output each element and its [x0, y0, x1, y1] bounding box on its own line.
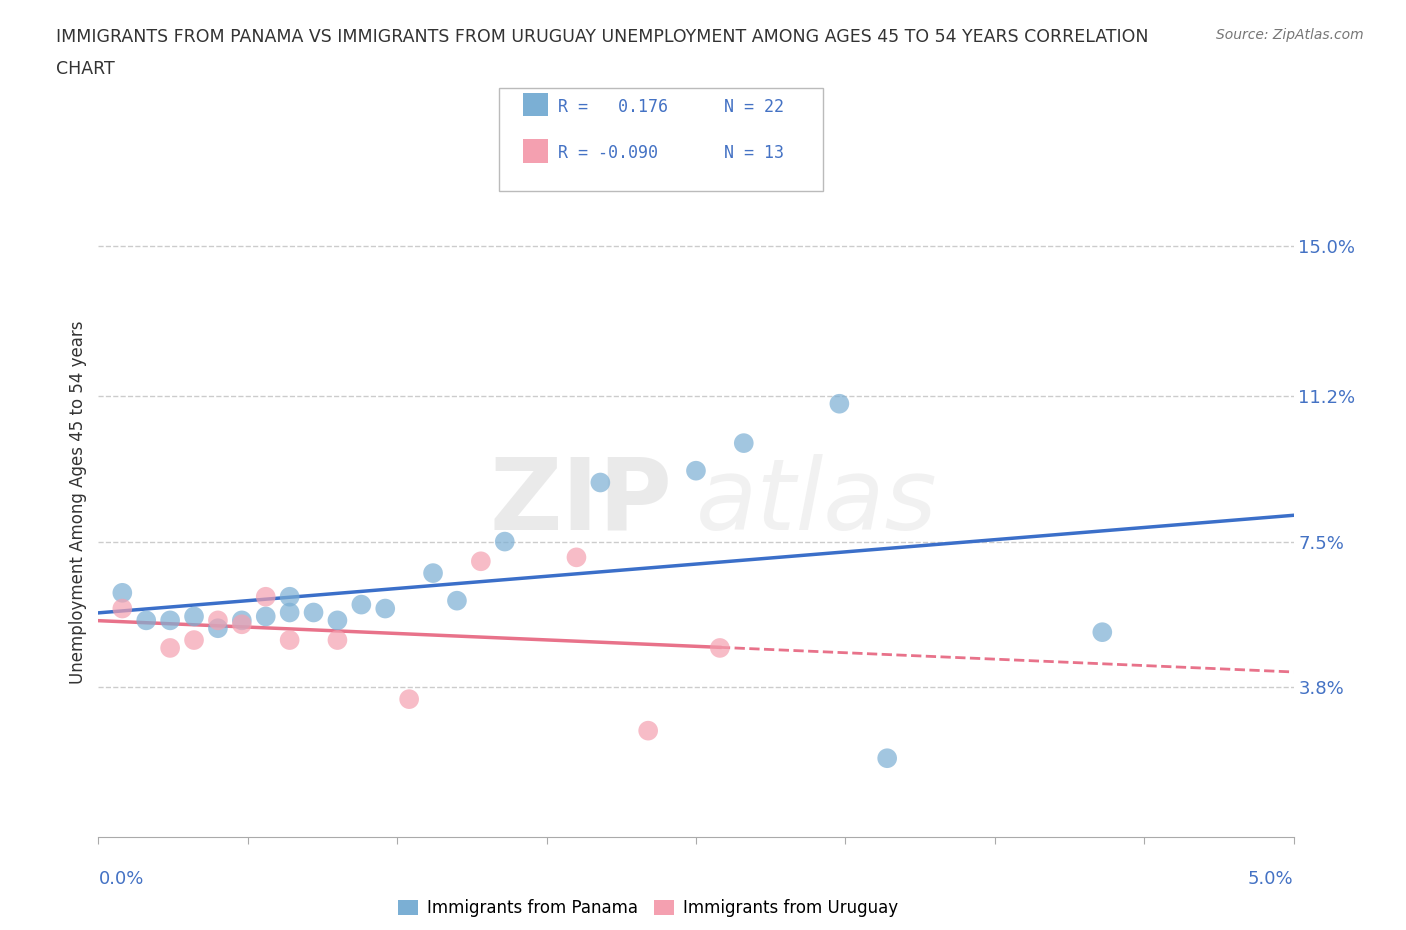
Point: [254, 590, 277, 604]
Point: [159, 613, 181, 628]
Point: [876, 751, 898, 765]
Text: N = 13: N = 13: [724, 144, 785, 163]
Point: [565, 550, 588, 565]
Point: [828, 396, 851, 411]
Text: 5.0%: 5.0%: [1249, 870, 1294, 887]
Point: [111, 585, 134, 600]
Text: atlas: atlas: [696, 454, 938, 551]
Point: [374, 601, 396, 616]
Point: [254, 609, 277, 624]
Point: [231, 613, 253, 628]
Point: [326, 632, 349, 647]
Text: N = 22: N = 22: [724, 98, 785, 116]
Point: [207, 621, 229, 636]
Point: [302, 605, 325, 620]
Text: R =   0.176: R = 0.176: [558, 98, 668, 116]
Point: [111, 601, 134, 616]
Point: [709, 641, 731, 656]
Point: [398, 692, 420, 707]
Point: [207, 613, 229, 628]
Text: 0.0%: 0.0%: [98, 870, 143, 887]
Point: [637, 724, 659, 738]
Text: Source: ZipAtlas.com: Source: ZipAtlas.com: [1216, 28, 1364, 42]
Point: [231, 617, 253, 631]
Point: [183, 609, 205, 624]
Point: [470, 554, 492, 569]
Text: R = -0.090: R = -0.090: [558, 144, 658, 163]
Point: [422, 565, 444, 580]
Text: IMMIGRANTS FROM PANAMA VS IMMIGRANTS FROM URUGUAY UNEMPLOYMENT AMONG AGES 45 TO : IMMIGRANTS FROM PANAMA VS IMMIGRANTS FRO…: [56, 28, 1149, 46]
Point: [685, 463, 707, 478]
Point: [278, 590, 301, 604]
Point: [278, 632, 301, 647]
Point: [494, 534, 516, 549]
Point: [589, 475, 612, 490]
Point: [446, 593, 468, 608]
Point: [733, 435, 755, 450]
Text: ZIP: ZIP: [489, 454, 672, 551]
Legend: Immigrants from Panama, Immigrants from Uruguay: Immigrants from Panama, Immigrants from …: [392, 892, 904, 923]
Y-axis label: Unemployment Among Ages 45 to 54 years: Unemployment Among Ages 45 to 54 years: [69, 321, 87, 684]
Point: [278, 605, 301, 620]
Point: [159, 641, 181, 656]
Point: [1091, 625, 1114, 640]
Text: CHART: CHART: [56, 60, 115, 78]
Point: [350, 597, 373, 612]
Point: [183, 632, 205, 647]
Point: [135, 613, 157, 628]
Point: [326, 613, 349, 628]
